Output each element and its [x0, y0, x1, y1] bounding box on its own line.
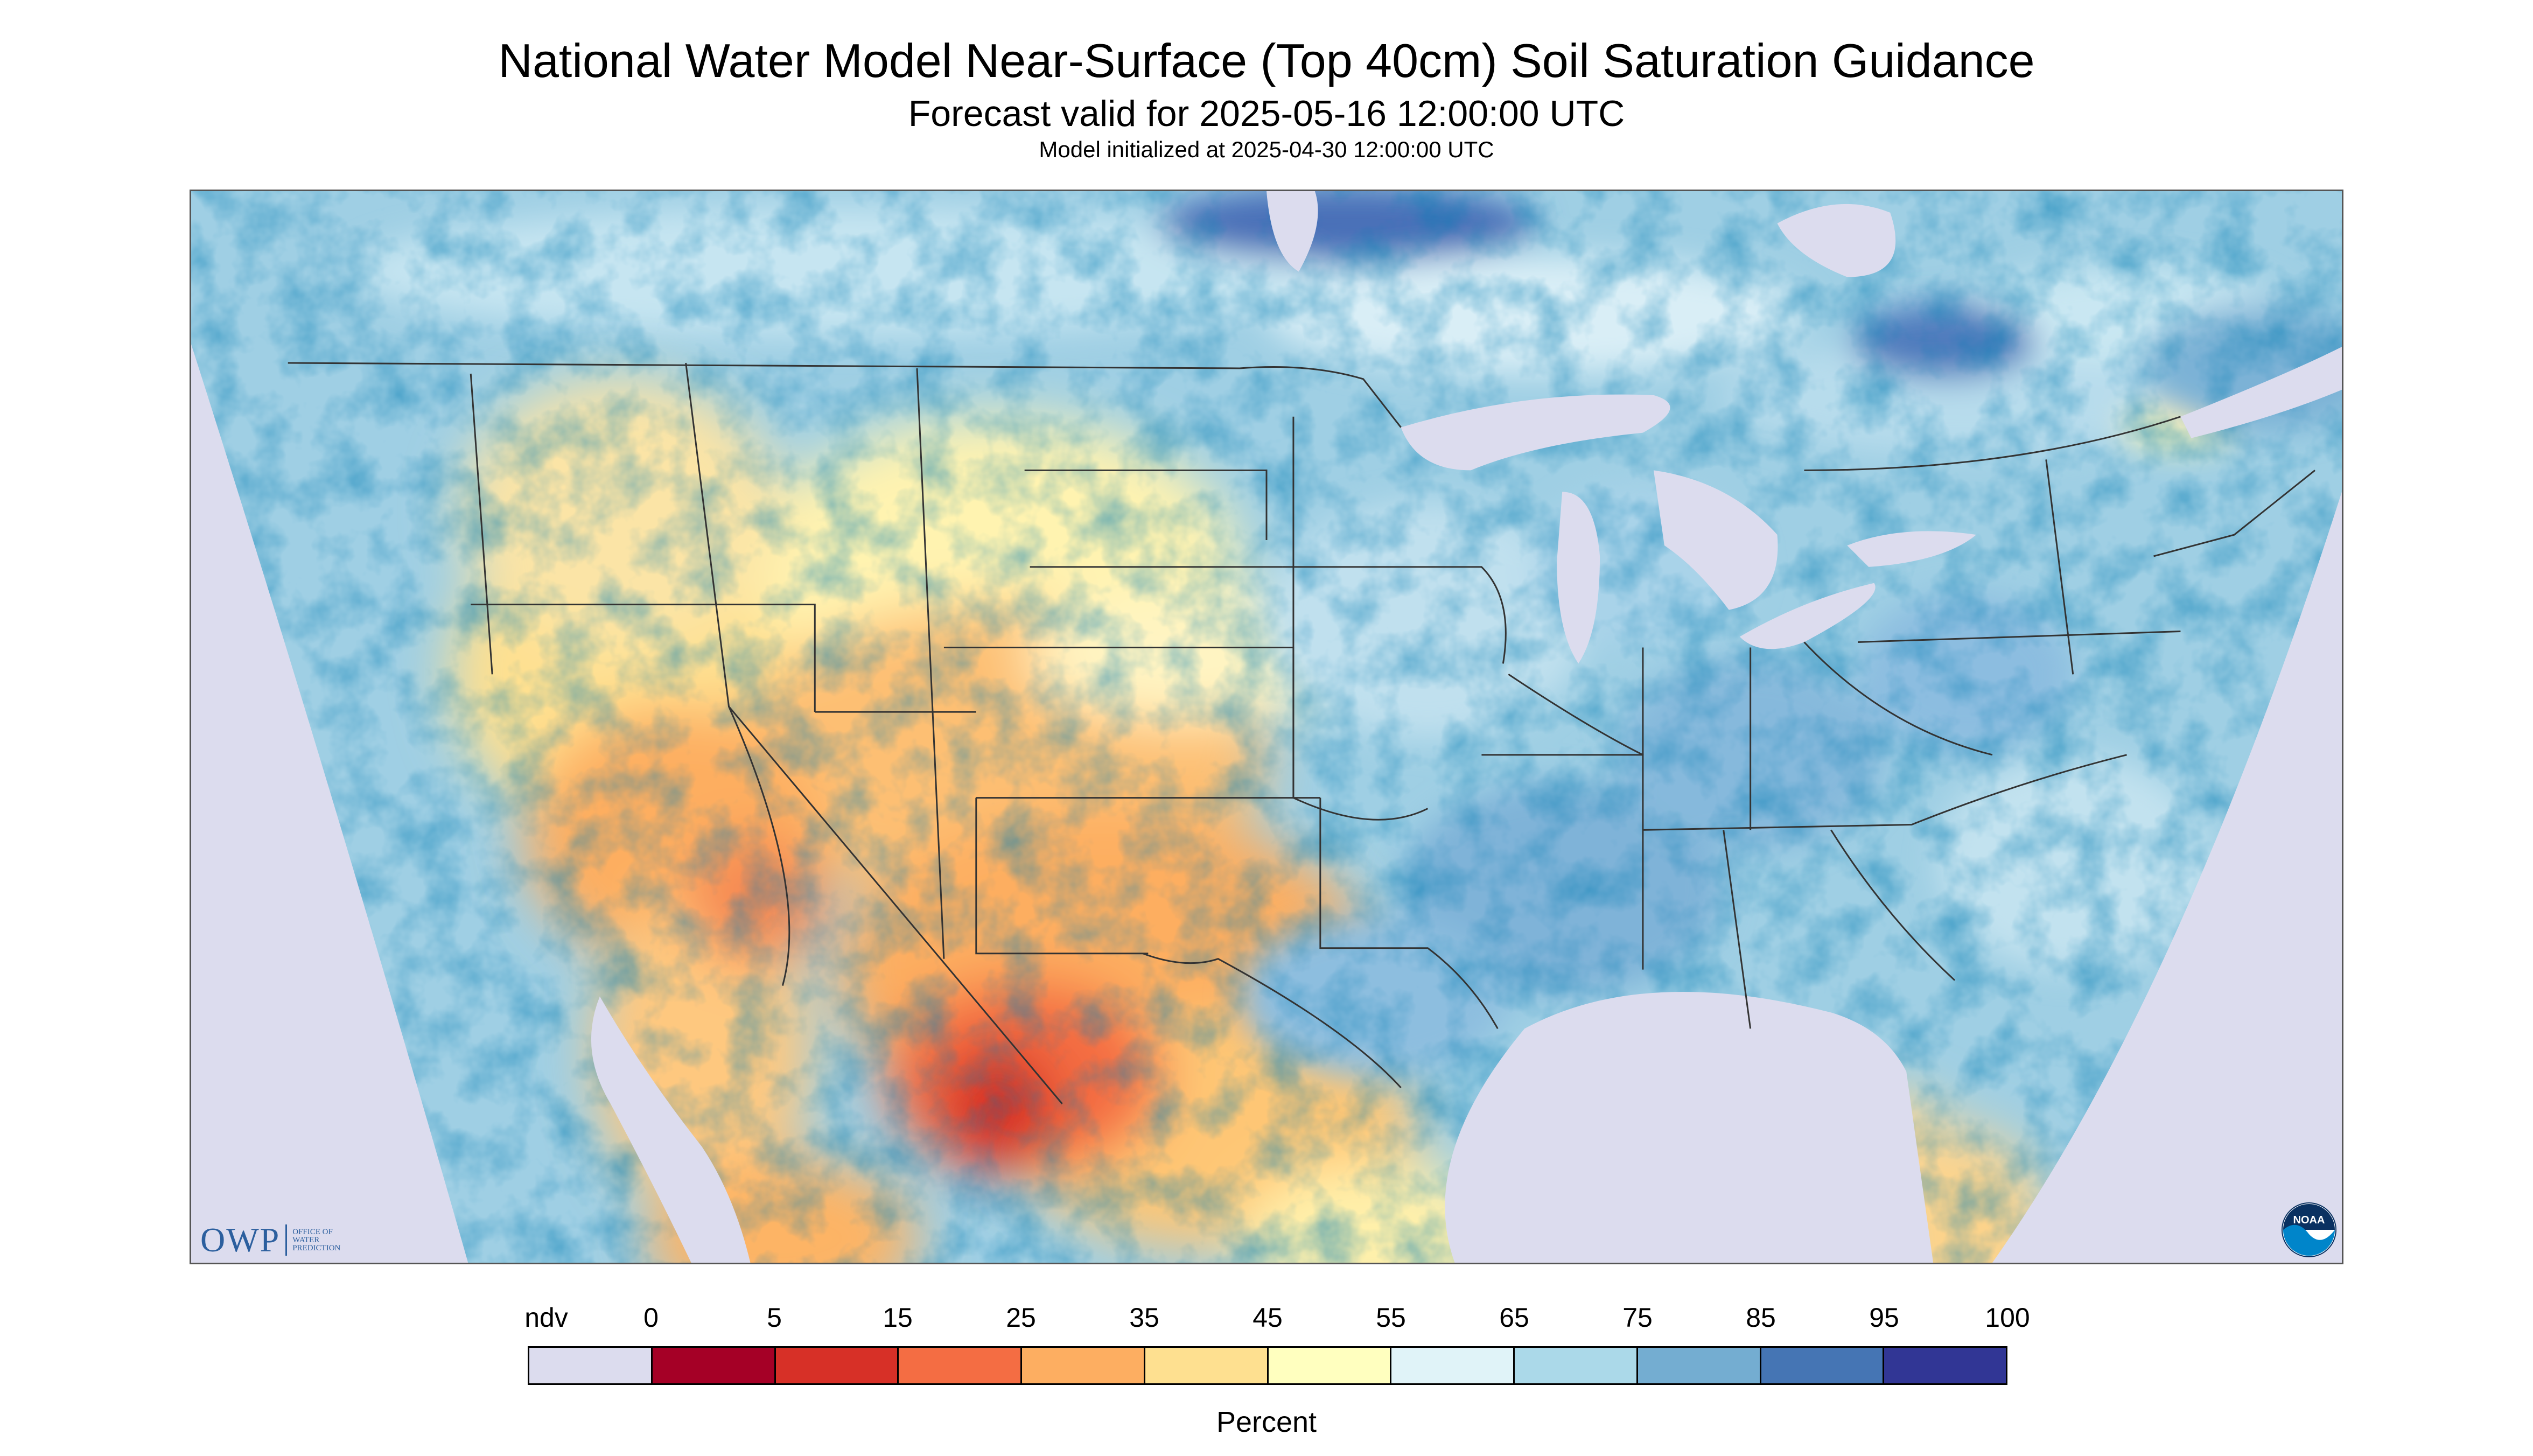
- owp-logo-text: OWP: [200, 1221, 281, 1259]
- soil-saturation-map: [190, 190, 2343, 1264]
- owp-logo-divider: [285, 1224, 288, 1256]
- legend-swatch: [1515, 1348, 1638, 1383]
- lake-winnipeg: [1266, 191, 1318, 272]
- lake-superior: [1401, 394, 1670, 471]
- legend-swatch: [775, 1348, 899, 1383]
- map-title: National Water Model Near-Surface (Top 4…: [498, 34, 2035, 87]
- ocean-west: [191, 344, 468, 1263]
- legend-swatch: [1391, 1348, 1515, 1383]
- gulf-of-mexico: [1445, 991, 1934, 1263]
- legend-swatch: [899, 1348, 1022, 1383]
- lake-michigan: [1557, 492, 1600, 664]
- legend-tick-label: ndv: [524, 1303, 568, 1333]
- legend-tick-label: 15: [883, 1303, 913, 1333]
- texture-overlay: [191, 191, 2342, 1263]
- st-lawrence: [2180, 347, 2342, 438]
- legend-tick-label: 5: [767, 1303, 782, 1333]
- legend-swatch: [1638, 1348, 1761, 1383]
- legend-swatch: [1268, 1348, 1392, 1383]
- legend-unit-label: Percent: [1216, 1406, 1317, 1438]
- lake-erie: [1739, 583, 1876, 649]
- legend-tick-label: 85: [1746, 1303, 1776, 1333]
- legend-swatch: [1145, 1348, 1269, 1383]
- legend-swatch: [529, 1348, 653, 1383]
- gulf-of-california: [591, 996, 751, 1263]
- noaa-logo-text: NOAA: [2293, 1214, 2325, 1226]
- legend-tick-label: 45: [1252, 1303, 1283, 1333]
- owp-logo-subtext: Office of Water Prediction: [292, 1227, 341, 1252]
- noaa-logo: NOAA: [2281, 1202, 2337, 1258]
- forecast-valid-time: Forecast valid for 2025-05-16 12:00:00 U…: [908, 93, 1625, 134]
- ocean-east: [1992, 492, 2342, 1263]
- legend-tick-label: 25: [1006, 1303, 1036, 1333]
- legend-tick-label: 100: [1985, 1303, 2030, 1333]
- lake-huron: [1653, 470, 1778, 610]
- legend-colorbar: [528, 1346, 2007, 1385]
- legend-tick-label: 55: [1376, 1303, 1406, 1333]
- model-init-time: Model initialized at 2025-04-30 12:00:00…: [1039, 137, 1494, 162]
- legend-swatch: [1761, 1348, 1885, 1383]
- legend-tick-label: 75: [1622, 1303, 1653, 1333]
- legend-tick-label: 95: [1869, 1303, 1899, 1333]
- legend-tick-label: 35: [1129, 1303, 1159, 1333]
- legend-tick-label: 65: [1499, 1303, 1529, 1333]
- legend-tick-label: 0: [643, 1303, 659, 1333]
- state-borders: [288, 362, 2316, 1104]
- legend-swatch: [1884, 1348, 2006, 1383]
- legend-swatch: [652, 1348, 776, 1383]
- legend-swatch: [1022, 1348, 1145, 1383]
- hudson-bay: [1777, 204, 1896, 277]
- owp-logo: OWP Office of Water Prediction: [200, 1221, 340, 1259]
- lake-ontario: [1847, 531, 1977, 567]
